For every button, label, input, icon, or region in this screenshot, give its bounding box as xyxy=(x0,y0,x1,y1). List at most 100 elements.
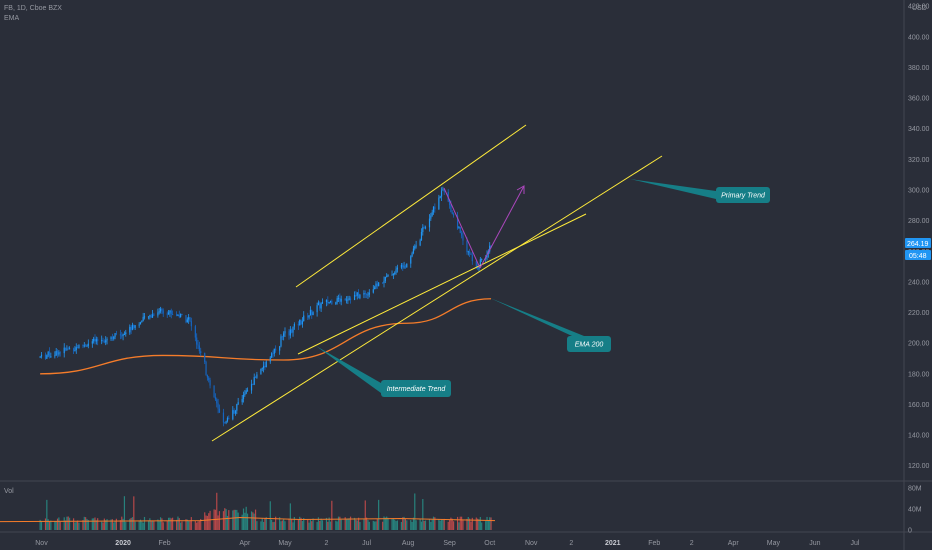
candle-body xyxy=(59,352,61,354)
candle-body xyxy=(458,227,460,229)
candle-body xyxy=(284,331,286,334)
candle-body xyxy=(321,301,324,304)
candle-body xyxy=(329,300,332,303)
volume-bar xyxy=(434,517,436,530)
intermediate-trendline[interactable] xyxy=(297,213,587,355)
candle-body xyxy=(438,197,440,210)
volume-bar xyxy=(459,516,461,530)
volume-bar xyxy=(233,509,235,530)
volume-bar xyxy=(478,519,480,530)
projection-arrowhead xyxy=(516,185,525,194)
volume-bar xyxy=(200,518,202,530)
time-tick-label: 2021 xyxy=(605,540,621,547)
candle-body xyxy=(412,248,415,254)
candle-body xyxy=(113,336,115,339)
candle-body xyxy=(85,345,87,347)
candle-body xyxy=(232,410,234,420)
volume-bar xyxy=(185,519,187,530)
candle-body xyxy=(357,292,360,299)
candle-body xyxy=(180,313,182,318)
volume-bar xyxy=(470,521,472,530)
candle-body xyxy=(218,408,221,413)
candle-body xyxy=(337,297,340,299)
volume-bar xyxy=(364,500,366,530)
volume-bar xyxy=(431,519,433,530)
candle-body xyxy=(139,322,142,325)
candle-body xyxy=(348,298,350,300)
candle-body xyxy=(48,351,51,357)
callout-box[interactable] xyxy=(381,380,451,397)
candle-body xyxy=(204,353,206,362)
time-tick-label: Nov xyxy=(525,540,538,547)
candle-body xyxy=(275,348,277,351)
price-tick-label: 180.00 xyxy=(908,371,930,378)
volume-bar xyxy=(47,519,49,530)
candle-body xyxy=(87,343,89,346)
volume-bar xyxy=(485,521,487,530)
time-tick-label: Nov xyxy=(35,540,48,547)
candle-body xyxy=(368,292,370,295)
candle-body xyxy=(68,348,71,350)
volume-bar xyxy=(161,518,163,530)
volume-bar xyxy=(209,510,211,530)
candle-body xyxy=(224,422,226,424)
primary-trendline[interactable] xyxy=(211,155,663,442)
annotations[interactable]: Primary Trend EMA 200 Intermediate Trend xyxy=(316,179,770,397)
candle-body xyxy=(93,338,95,342)
callout-box[interactable] xyxy=(567,336,611,352)
candle-body xyxy=(181,313,183,316)
volume-bar xyxy=(428,519,431,530)
volume-bar xyxy=(458,522,460,530)
volume-bar xyxy=(383,516,385,530)
volume-bar xyxy=(376,518,378,530)
candle-body xyxy=(200,351,202,354)
candle-body xyxy=(345,299,348,301)
volume-bar xyxy=(451,518,453,530)
projection-arrow[interactable] xyxy=(479,185,525,269)
volume-bar xyxy=(471,517,473,530)
volume-ma-line xyxy=(0,516,496,523)
candle-body xyxy=(133,324,135,328)
candle-body xyxy=(428,218,431,228)
candle-body xyxy=(297,323,299,326)
candle-body xyxy=(431,212,433,216)
candle-body xyxy=(271,353,273,358)
volume-bar xyxy=(336,521,338,530)
candle-body xyxy=(91,341,93,344)
time-tick-label: May xyxy=(278,540,292,547)
volume-bar xyxy=(172,517,174,530)
candle-body xyxy=(105,340,107,343)
volume-bar xyxy=(384,517,386,530)
time-axis[interactable]: Nov 2020 Feb Apr May 2 Jul Aug Sep Oct Nov 2 2021 Feb… xyxy=(35,540,860,547)
symbol-header[interactable]: FB, 1D, Cboe BZX xyxy=(4,5,62,12)
trend-drawings[interactable] xyxy=(211,124,663,442)
candle-body xyxy=(261,368,263,370)
volume-legend[interactable]: Vol xyxy=(4,488,14,495)
volume-bar xyxy=(411,521,413,530)
candle-body xyxy=(169,310,171,313)
indicator-legend[interactable]: EMA xyxy=(4,15,20,22)
candle-body xyxy=(102,340,104,342)
time-tick-label: Feb xyxy=(648,540,660,547)
candle-body xyxy=(64,347,67,350)
callout-box[interactable] xyxy=(716,187,770,203)
time-tick-label: 2 xyxy=(325,540,329,547)
volume-bar xyxy=(264,518,266,530)
candle-body xyxy=(185,315,187,323)
volume-bar xyxy=(157,519,159,530)
candle-body xyxy=(456,215,459,229)
pullback-arrow[interactable] xyxy=(443,187,481,269)
candle-body xyxy=(143,316,146,318)
channel-upper-line[interactable] xyxy=(295,124,527,288)
volume-bar xyxy=(119,520,122,530)
candle-body xyxy=(252,384,254,386)
time-tick-label: Apr xyxy=(728,540,740,547)
candle-body xyxy=(355,294,357,296)
candle-body xyxy=(123,334,126,336)
volume-bar xyxy=(77,520,79,530)
volume-bar xyxy=(275,516,277,530)
candle-body xyxy=(372,289,374,293)
volume-bar xyxy=(162,522,164,530)
last-price-tag: 264.19 05:48 xyxy=(905,238,931,260)
